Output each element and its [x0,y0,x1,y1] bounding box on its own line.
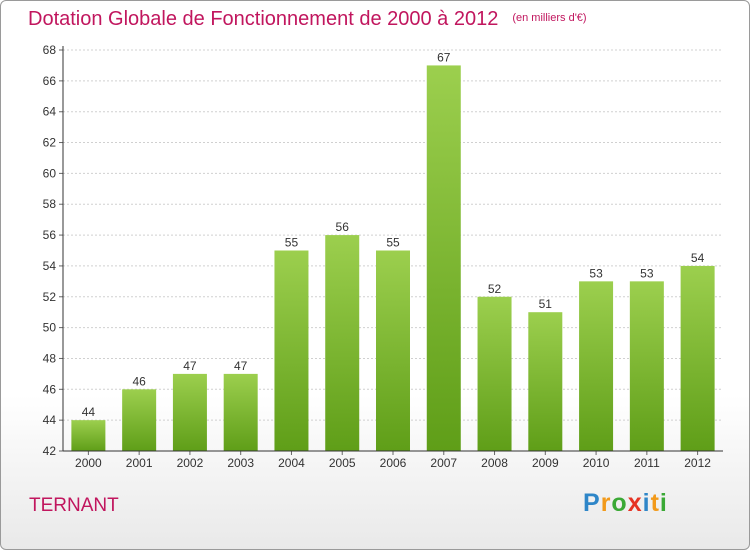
y-tick-label: 62 [43,136,57,150]
data-label: 55 [386,236,400,250]
data-label: 54 [691,251,705,265]
x-tick-label: 2012 [684,456,711,470]
x-tick-label: 2000 [75,456,102,470]
x-tick-label: 2010 [583,456,610,470]
data-label: 51 [539,297,553,311]
x-tick-label: 2008 [481,456,508,470]
bar [172,373,207,451]
x-tick-label: 2005 [329,456,356,470]
bar [629,281,664,451]
y-tick-label: 52 [43,290,57,304]
y-tick-label: 56 [43,228,57,242]
bar [477,296,512,451]
bar [325,235,360,451]
bar [71,420,106,451]
data-label: 52 [488,282,502,296]
bar [122,389,157,451]
logo-letter: x [627,489,643,517]
bar [426,65,461,451]
logo-letter: t [650,489,660,517]
y-tick-label: 54 [43,259,57,273]
x-tick-label: 2011 [634,456,660,470]
proxiti-logo: Proxiti [583,489,668,518]
x-tick-label: 2002 [177,456,204,470]
logo-letter: i [642,489,651,517]
data-label: 56 [336,220,350,234]
x-tick-label: 2006 [380,456,407,470]
y-tick-label: 64 [43,105,57,119]
x-tick-label: 2004 [278,456,305,470]
y-tick-label: 60 [43,166,57,180]
chart-title: Dotation Globale de Fonctionnement de 20… [28,8,587,31]
y-tick-label: 42 [43,444,57,458]
bar [376,250,410,451]
x-tick-label: 2001 [126,456,153,470]
y-tick-label: 46 [43,382,57,396]
bar [274,250,309,451]
data-label: 47 [183,359,197,373]
data-label: 53 [589,266,603,280]
data-label: 46 [132,374,146,388]
y-tick-label: 58 [43,197,57,211]
logo-letter: o [611,489,628,517]
x-tick-label: 2007 [430,456,457,470]
chart-title-text: Dotation Globale de Fonctionnement de 20… [28,8,499,30]
x-tick-label: 2009 [532,456,559,470]
y-tick-label: 50 [43,321,57,335]
y-tick-label: 44 [43,413,57,427]
y-tick-label: 48 [43,351,57,365]
data-label: 47 [234,359,248,373]
data-label: 55 [285,236,299,250]
y-tick-label: 68 [43,43,57,57]
bar [680,265,715,451]
bar [579,281,614,451]
logo-letter: P [583,489,601,517]
data-label: 53 [640,266,654,280]
chart-unit: (en milliers d'€) [512,12,587,24]
data-label: 67 [437,50,451,64]
bar [528,312,563,451]
bar [223,373,258,451]
x-tick-label: 2003 [227,456,254,470]
y-tick-label: 66 [43,74,57,88]
logo-letter: r [600,489,612,517]
logo-letter: i [659,489,668,517]
data-label: 44 [82,405,96,419]
commune-name: TERNANT [29,495,119,516]
